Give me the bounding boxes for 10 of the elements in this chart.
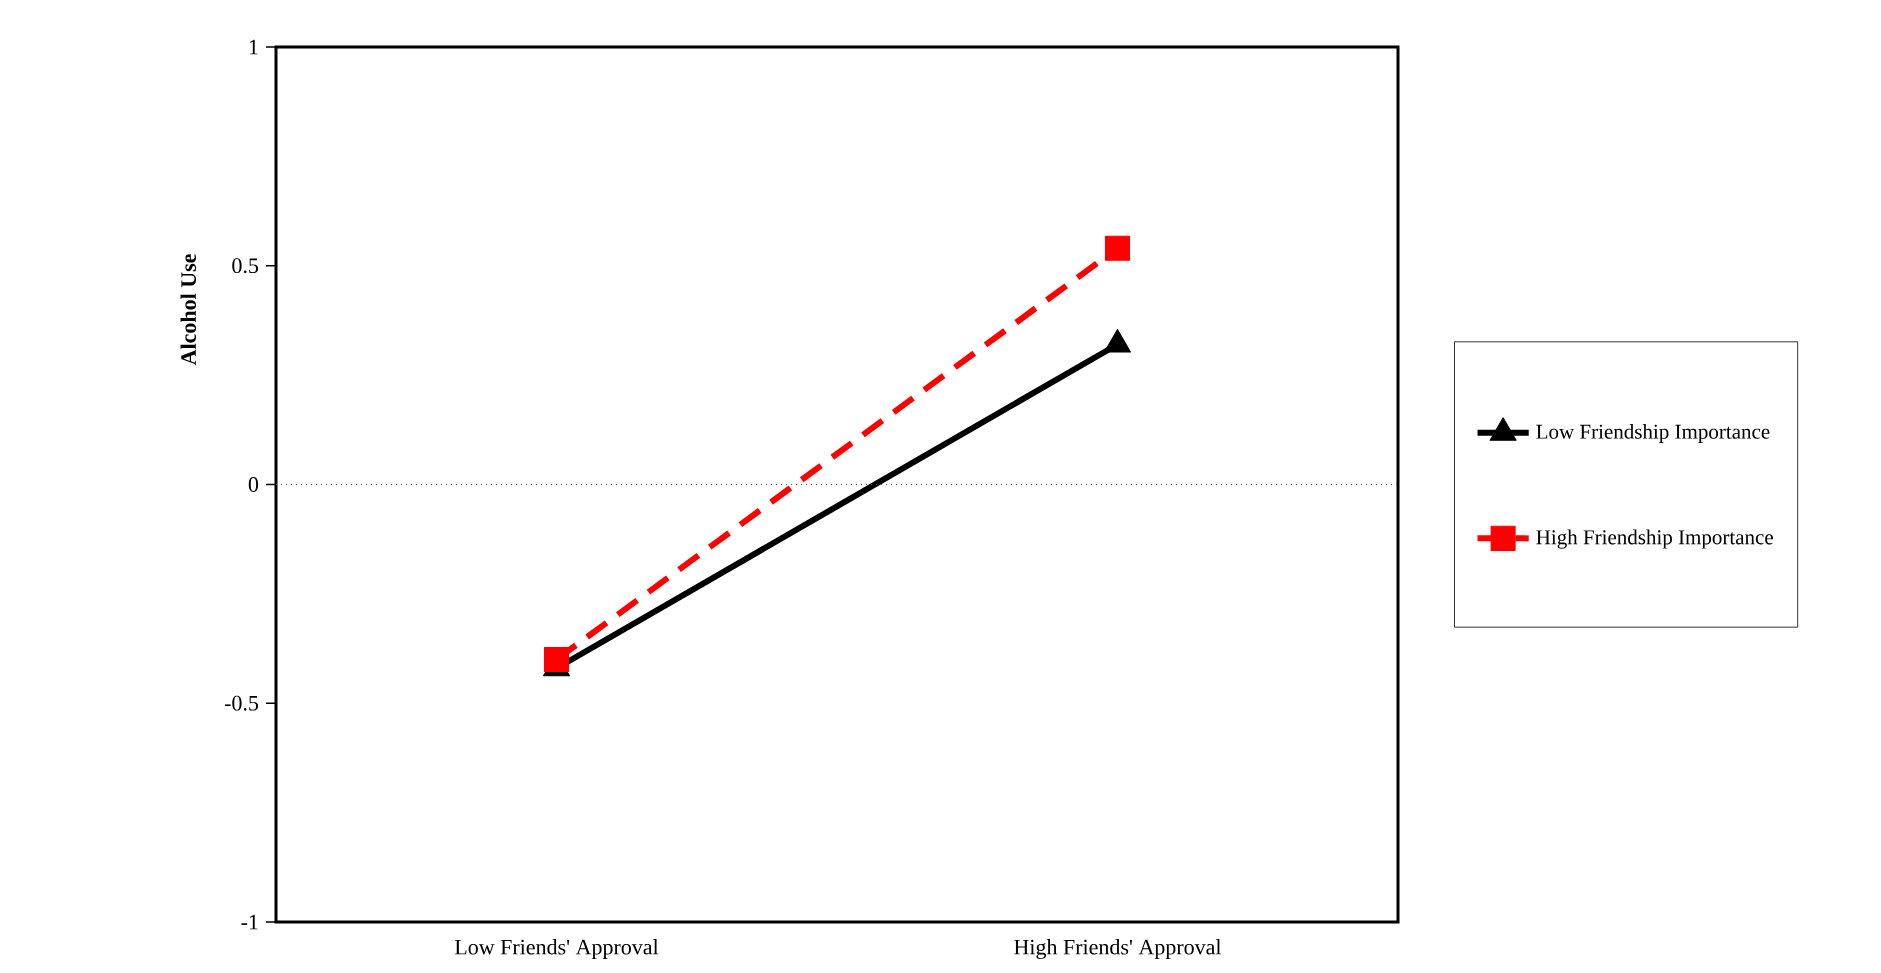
y-tick-label: 0 (248, 477, 259, 492)
x-tick-label: High Friends' Approval (1014, 939, 1222, 960)
y-tick-label: 0.5 (232, 258, 259, 274)
y-axis-title: Alcohol Use (180, 254, 197, 366)
x-tick-label: Low Friends' Approval (454, 939, 659, 959)
y-tick-label: -1 (241, 914, 258, 930)
y-tick-label: 1 (249, 39, 258, 55)
legend-label: Low Friendship Importance (1536, 424, 1770, 444)
legend-label: High Friendship Importance (1536, 529, 1773, 549)
y-tick-label: -0.5 (224, 695, 259, 711)
